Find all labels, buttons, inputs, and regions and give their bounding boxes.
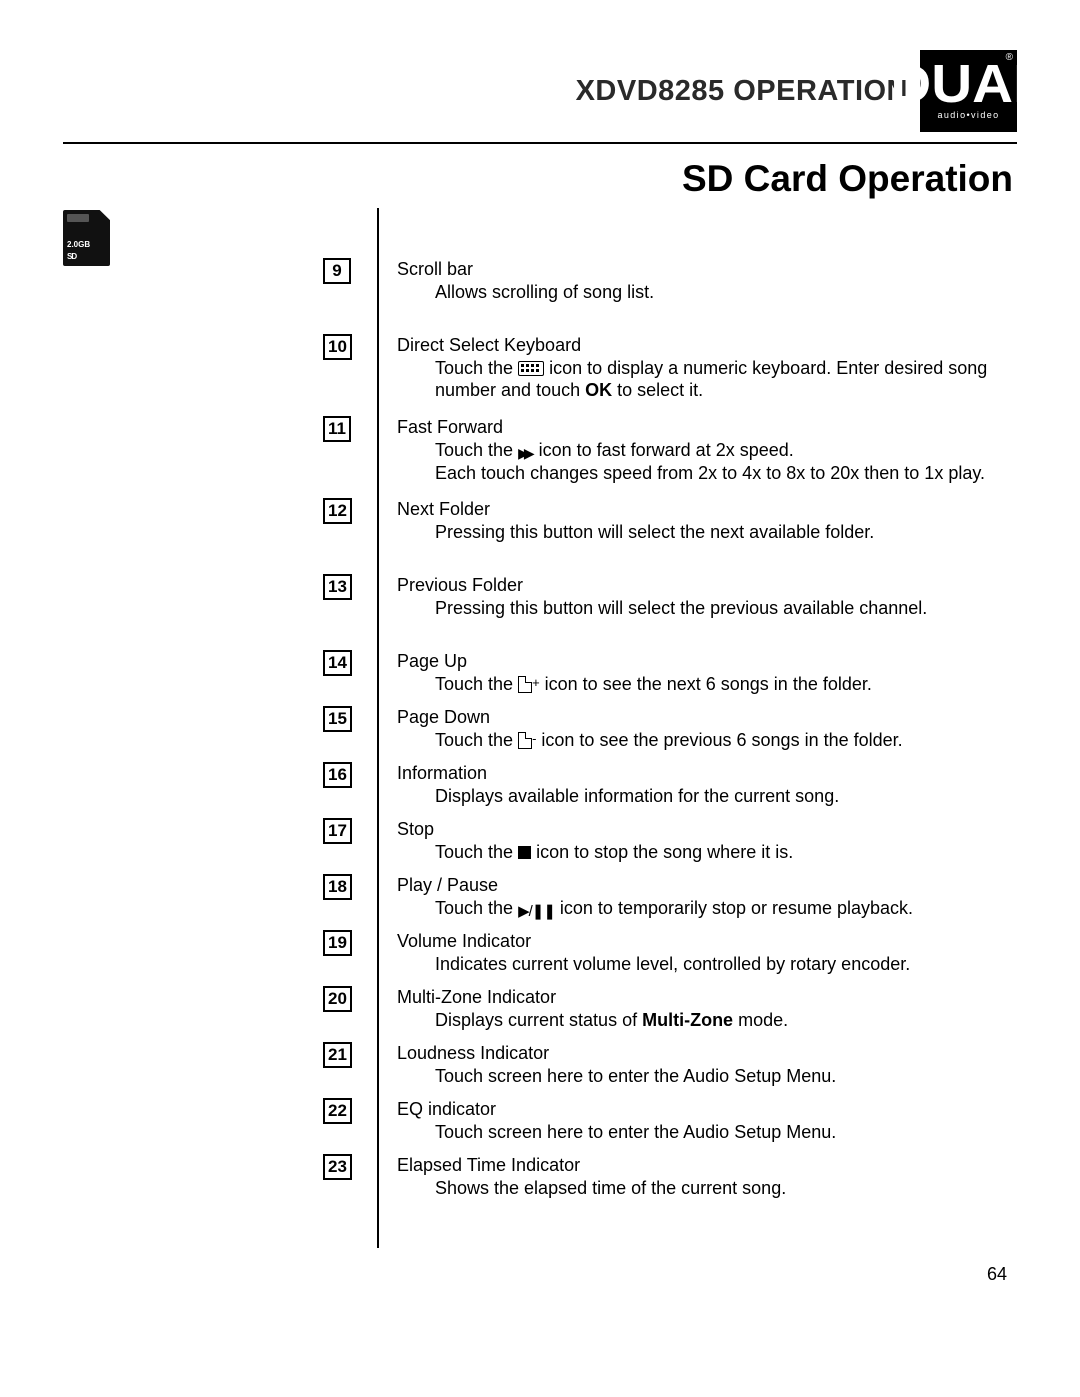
item-body: Displays current status of Multi-Zone mo…: [397, 1009, 1017, 1032]
item-number-row: 18: [323, 874, 359, 930]
item-title: Play / Pause: [397, 874, 1017, 897]
item-description: Multi-Zone IndicatorDisplays current sta…: [397, 986, 1017, 1042]
item-body: Pressing this button will select the nex…: [397, 521, 1017, 544]
section-title: SD Card Operation: [63, 158, 1017, 200]
item-number: 19: [323, 930, 352, 956]
sd-capacity: 2.0GB: [67, 240, 90, 249]
item-body: Touch the + icon to see the next 6 songs…: [397, 673, 1017, 696]
item-description: Direct Select KeyboardTouch the icon to …: [397, 334, 1017, 416]
item-number-row: 20: [323, 986, 359, 1042]
item-body: Touch the icon to stop the song where it…: [397, 841, 1017, 864]
item-title: Elapsed Time Indicator: [397, 1154, 1017, 1177]
item-number-row: 22: [323, 1098, 359, 1154]
numbers-column: 9 10 11 12 13 14 15 16 17 18 19 20 21 22 23: [323, 208, 379, 1248]
left-icon-column: 2.0GB SD: [63, 208, 137, 1248]
item-description: Previous FolderPressing this button will…: [397, 574, 1017, 650]
item-title: Previous Folder: [397, 574, 1017, 597]
item-title: Fast Forward: [397, 416, 1017, 439]
item-title: Next Folder: [397, 498, 1017, 521]
item-number: 14: [323, 650, 352, 676]
item-body: Touch screen here to enter the Audio Set…: [397, 1121, 1017, 1144]
item-number-row: 19: [323, 930, 359, 986]
item-number-row: 12: [323, 498, 359, 574]
item-number-row: 14: [323, 650, 359, 706]
item-body: Shows the elapsed time of the current so…: [397, 1177, 1017, 1200]
item-number: 21: [323, 1042, 352, 1068]
item-body: Touch the icon to display a numeric keyb…: [397, 357, 1017, 402]
item-number: 11: [323, 416, 351, 442]
item-description: StopTouch the icon to stop the song wher…: [397, 818, 1017, 874]
item-title: EQ indicator: [397, 1098, 1017, 1121]
keyboard-icon: [518, 361, 544, 376]
item-description: InformationDisplays available informatio…: [397, 762, 1017, 818]
dual-logo: ® DUAL audio•video: [920, 50, 1017, 132]
header-title: XDVD8285 OPERATION: [576, 75, 908, 108]
content-area: 2.0GB SD 9 10 11 12 13 14 15 16 17 18 19 20 21 22 23 S…: [63, 208, 1017, 1248]
item-title: Multi-Zone Indicator: [397, 986, 1017, 1009]
item-number: 22: [323, 1098, 352, 1124]
item-body: Touch the ▶/❚❚ icon to temporarily stop …: [397, 897, 1017, 922]
item-description: Play / PauseTouch the ▶/❚❚ icon to tempo…: [397, 874, 1017, 930]
model-number: XDVD8285: [576, 75, 725, 107]
item-title: Page Up: [397, 650, 1017, 673]
item-number: 9: [323, 258, 351, 284]
item-title: Stop: [397, 818, 1017, 841]
item-description: Page UpTouch the + icon to see the next …: [397, 650, 1017, 706]
item-body: Indicates current volume level, controll…: [397, 953, 1017, 976]
item-number-row: 10: [323, 334, 359, 416]
item-body: Touch screen here to enter the Audio Set…: [397, 1065, 1017, 1088]
item-title: Direct Select Keyboard: [397, 334, 1017, 357]
item-number: 13: [323, 574, 352, 600]
item-description: Fast ForwardTouch the ▶▶ icon to fast fo…: [397, 416, 1017, 498]
item-number: 15: [323, 706, 352, 732]
item-number-row: 23: [323, 1154, 359, 1210]
sd-type: SD: [67, 252, 76, 261]
item-title: Information: [397, 762, 1017, 785]
operation-label: OPERATION: [733, 75, 908, 107]
descriptions-column: Scroll barAllows scrolling of song list.…: [379, 208, 1017, 1248]
item-number-row: 21: [323, 1042, 359, 1098]
item-body: Pressing this button will select the pre…: [397, 597, 1017, 620]
item-number: 17: [323, 818, 352, 844]
logo-text: DUAL: [890, 62, 1047, 108]
page-icon: [518, 732, 532, 749]
item-description: Page DownTouch the - icon to see the pre…: [397, 706, 1017, 762]
page-number: 64: [63, 1264, 1017, 1285]
item-description: Scroll barAllows scrolling of song list.: [397, 258, 1017, 334]
sd-card-icon: 2.0GB SD: [63, 210, 110, 266]
item-number-row: 11: [323, 416, 359, 498]
play-pause-icon: ▶/❚❚: [518, 903, 555, 922]
item-description: Elapsed Time IndicatorShows the elapsed …: [397, 1154, 1017, 1210]
item-title: Scroll bar: [397, 258, 1017, 281]
item-body: Displays available information for the c…: [397, 785, 1017, 808]
list-area: 9 10 11 12 13 14 15 16 17 18 19 20 21 22 23 Scroll bar…: [137, 208, 1017, 1248]
item-number: 18: [323, 874, 352, 900]
item-number: 20: [323, 986, 352, 1012]
item-body: Allows scrolling of song list.: [397, 281, 1017, 304]
item-number: 10: [323, 334, 352, 360]
item-description: Next FolderPressing this button will sel…: [397, 498, 1017, 574]
item-number-row: 15: [323, 706, 359, 762]
item-title: Volume Indicator: [397, 930, 1017, 953]
item-body: Touch the - icon to see the previous 6 s…: [397, 729, 1017, 752]
item-description: EQ indicatorTouch screen here to enter t…: [397, 1098, 1017, 1154]
item-title: Loudness Indicator: [397, 1042, 1017, 1065]
item-number-row: 17: [323, 818, 359, 874]
item-number: 16: [323, 762, 352, 788]
item-body-line2: Each touch changes speed from 2x to 4x t…: [397, 462, 1017, 485]
item-number: 23: [323, 1154, 352, 1180]
item-body: Touch the ▶▶ icon to fast forward at 2x …: [397, 439, 1017, 463]
stop-icon: [518, 846, 531, 859]
item-number-row: 13: [323, 574, 359, 650]
item-description: Volume IndicatorIndicates current volume…: [397, 930, 1017, 986]
item-number: 12: [323, 498, 352, 524]
item-description: Loudness IndicatorTouch screen here to e…: [397, 1042, 1017, 1098]
fast-forward-icon: ▶▶: [518, 445, 534, 463]
item-title: Page Down: [397, 706, 1017, 729]
item-number-row: 9: [323, 258, 359, 334]
page-header: XDVD8285 OPERATION ® DUAL audio•video: [63, 50, 1017, 144]
item-number-row: 16: [323, 762, 359, 818]
page-icon: [518, 676, 532, 693]
